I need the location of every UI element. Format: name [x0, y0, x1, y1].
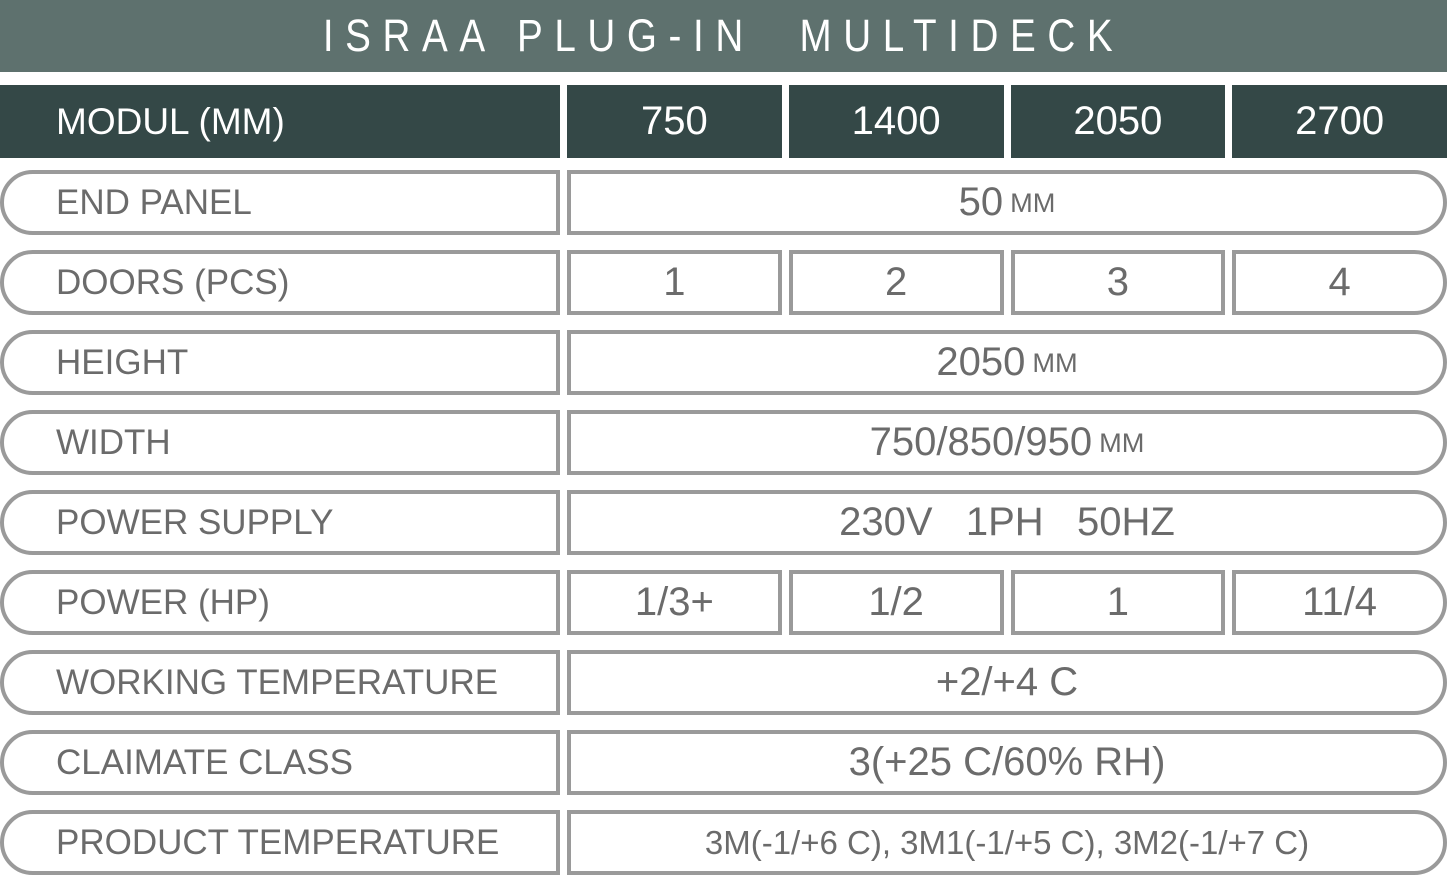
value-cell: 3M(-1/+6 C), 3M1(-1/+5 C), 3M2(-1/+7 C) — [567, 810, 1447, 875]
value-cell: +2/+4 C — [567, 650, 1447, 715]
column-header-2700: 2700 — [1232, 85, 1447, 158]
value-cell: 1 — [567, 250, 782, 315]
value-cell: 750/850/950 MM — [567, 410, 1447, 475]
value-cell: 230V 1PH 50HZ — [567, 490, 1447, 555]
table-row-climate-class: CLAIMATE CLASS 3(+25 C/60% RH) — [0, 730, 1447, 795]
value-cell: 3 — [1010, 250, 1226, 315]
title-bar: ISRAA PLUG-IN MULTIDECK — [0, 0, 1447, 72]
table-row-width: WIDTH 750/850/950 MM — [0, 410, 1447, 475]
table-row-height: HEIGHT 2050 MM — [0, 330, 1447, 395]
unit-text: MM — [1032, 346, 1078, 378]
value-cell: 2 — [788, 250, 1004, 315]
unit-text: MM — [1010, 186, 1056, 218]
row-label: POWER SUPPLY — [0, 490, 560, 555]
value-cell: 50 MM — [567, 170, 1447, 235]
row-label: END PANEL — [0, 170, 560, 235]
row-label: WORKING TEMPERATURE — [0, 650, 560, 715]
value-text: 750/850/950 — [869, 420, 1093, 464]
value-cell: 1/2 — [788, 570, 1004, 635]
page-title: ISRAA PLUG-IN MULTIDECK — [322, 10, 1125, 61]
value-text: 230V 1PH 50HZ — [839, 500, 1175, 544]
table-row-power-supply: POWER SUPPLY 230V 1PH 50HZ — [0, 490, 1447, 555]
column-header-1400: 1400 — [788, 85, 1004, 158]
value-cell: 4 — [1232, 250, 1447, 315]
value-cell: 3(+25 C/60% RH) — [567, 730, 1447, 795]
row-label: CLAIMATE CLASS — [0, 730, 560, 795]
value-cell: 1 — [1010, 570, 1226, 635]
value-text: 2050 — [936, 340, 1026, 384]
value-cell: 1/3+ — [567, 570, 782, 635]
value-text: 50 — [958, 180, 1004, 224]
value-text: 3M(-1/+6 C), 3M1(-1/+5 C), 3M2(-1/+7 C) — [704, 823, 1310, 861]
header-row: MODUL (MM) 750 1400 2050 2700 — [0, 85, 1447, 158]
table-row-end-panel: END PANEL 50 MM — [0, 170, 1447, 235]
header-label-modul: MODUL (MM) — [0, 85, 560, 158]
value-text: +2/+4 C — [935, 660, 1079, 704]
column-header-750: 750 — [567, 85, 782, 158]
row-label: HEIGHT — [0, 330, 560, 395]
column-header-2050: 2050 — [1010, 85, 1226, 158]
value-cell: 2050 MM — [567, 330, 1447, 395]
table-row-product-temperature: PRODUCT TEMPERATURE 3M(-1/+6 C), 3M1(-1/… — [0, 810, 1447, 875]
table-row-power-hp: POWER (HP) 1/3+ 1/2 1 11/4 — [0, 570, 1447, 635]
unit-text: MM — [1099, 426, 1145, 458]
row-label: WIDTH — [0, 410, 560, 475]
table-row-doors: DOORS (PCS) 1 2 3 4 — [0, 250, 1447, 315]
row-label: DOORS (PCS) — [0, 250, 560, 315]
table-row-working-temperature: WORKING TEMPERATURE +2/+4 C — [0, 650, 1447, 715]
value-cell: 11/4 — [1232, 570, 1447, 635]
value-text: 3(+25 C/60% RH) — [848, 740, 1166, 784]
row-label: PRODUCT TEMPERATURE — [0, 810, 560, 875]
row-label: POWER (HP) — [0, 570, 560, 635]
